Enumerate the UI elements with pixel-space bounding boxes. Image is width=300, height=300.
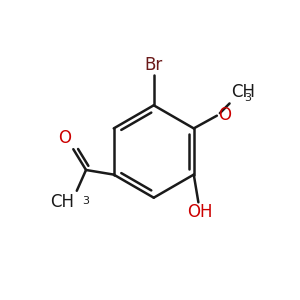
Text: CH: CH [50,193,74,211]
Text: O: O [58,129,71,147]
Text: CH: CH [231,83,255,101]
Text: OH: OH [187,203,212,221]
Text: 3: 3 [82,196,90,206]
Text: O: O [218,106,231,124]
Text: Br: Br [145,56,163,74]
Text: 3: 3 [244,94,251,103]
